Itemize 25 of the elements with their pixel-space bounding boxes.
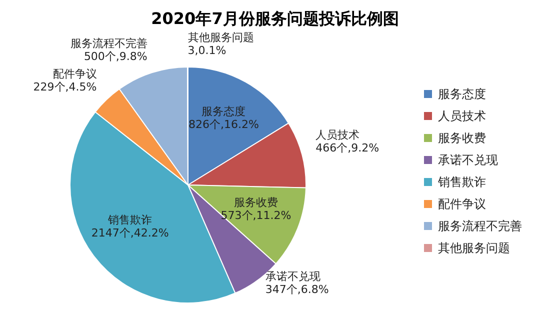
- slice-label: 承诺不兑现: [265, 270, 320, 284]
- data-label: 826个,16.2%: [188, 118, 259, 132]
- data-label: 573个,11.2%: [220, 208, 292, 222]
- legend-label: 服务流程不完善: [438, 218, 522, 235]
- chart-title: 2020年7月份服务问题投诉比例图: [150, 8, 400, 30]
- legend-label: 配件争议: [438, 196, 486, 213]
- slice-label: 销售欺诈: [107, 214, 152, 227]
- data-label: 3,0.1%: [188, 44, 226, 57]
- slice-label: 服务态度: [202, 105, 246, 118]
- legend-label: 服务态度: [438, 86, 486, 103]
- data-label: 500个,9.8%: [84, 50, 148, 64]
- legend-label: 服务收费: [438, 130, 486, 147]
- slice-label: 人员技术: [316, 128, 360, 142]
- data-label: 2147个,42.2%: [91, 226, 169, 240]
- slice-label: 其他服务问题: [188, 30, 254, 44]
- data-label: 466个,9.2%: [316, 142, 380, 155]
- data-label: 229个,4.5%: [33, 80, 97, 94]
- legend-label: 承诺不兑现: [438, 152, 498, 169]
- legend-label: 销售欺诈: [438, 174, 486, 191]
- slice-label: 配件争议: [52, 67, 97, 80]
- slice-label: 服务收费: [234, 196, 278, 209]
- slice-label: 服务流程不完善: [70, 37, 148, 50]
- legend-label: 人员技术: [438, 108, 486, 125]
- legend-label: 其他服务问题: [438, 240, 510, 257]
- data-label: 347个,6.8%: [265, 283, 329, 296]
